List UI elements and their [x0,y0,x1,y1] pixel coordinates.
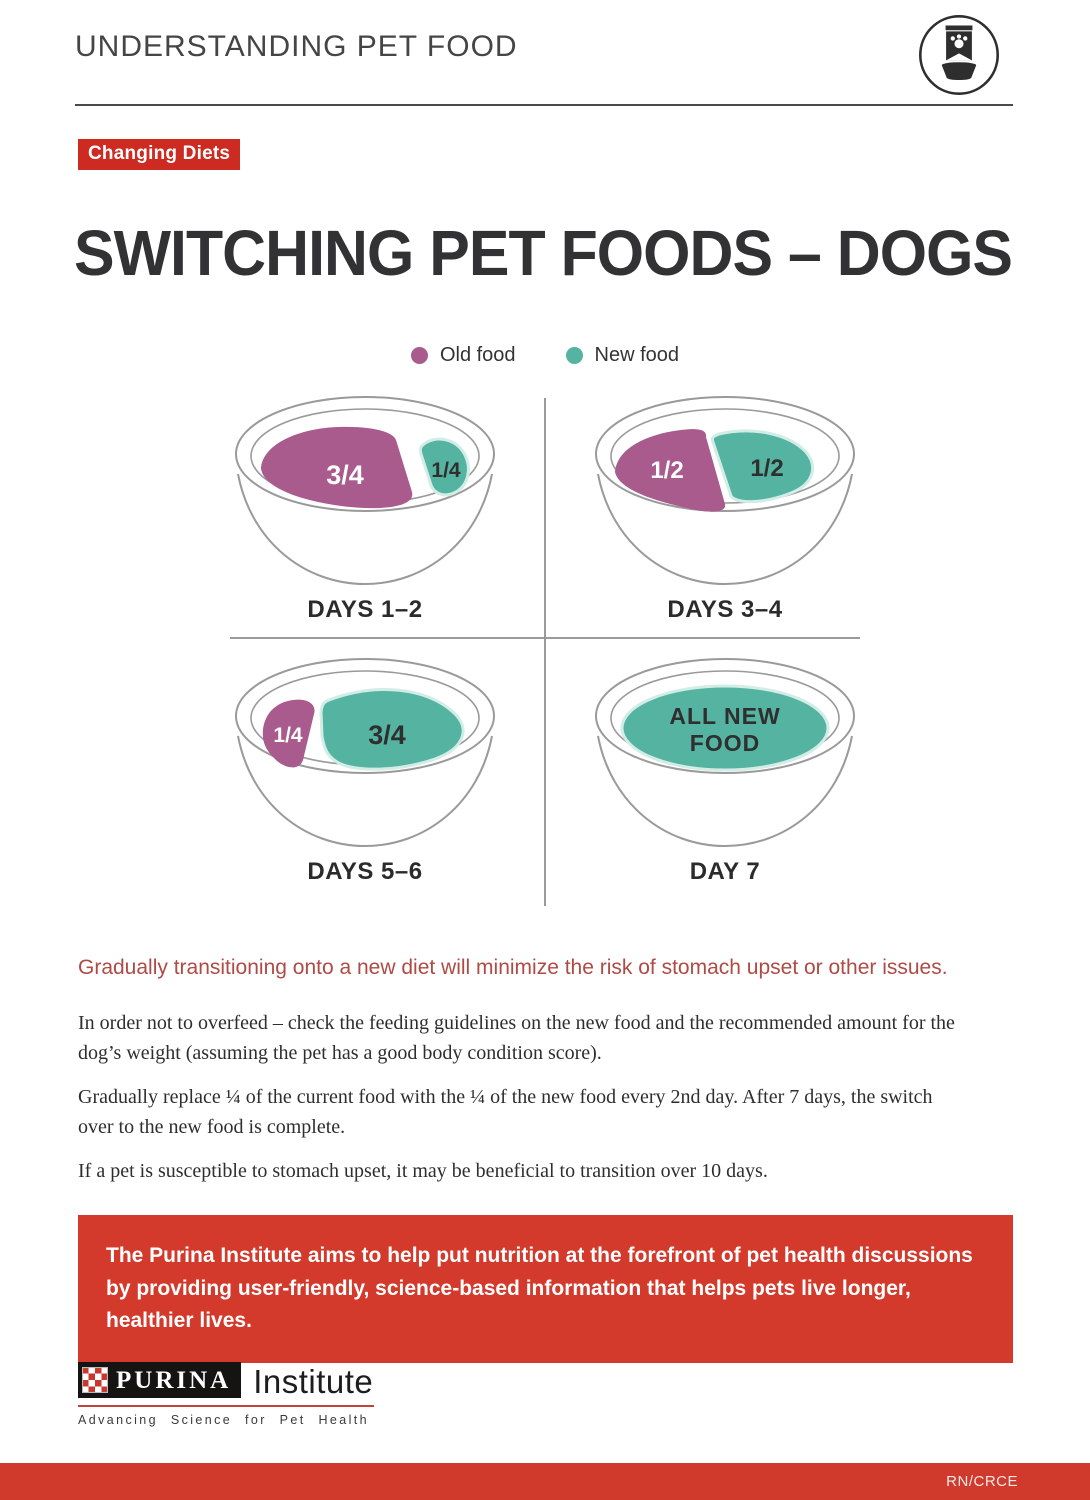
checkerboard-icon [82,1367,108,1393]
header-divider [75,104,1013,106]
page-title: SWITCHING PET FOODS – DOGS [74,217,1013,289]
legend-item-new-food: New food [565,344,680,367]
old-food-dot-icon [410,347,428,364]
new-food-portion [319,688,465,771]
logo-tagline: Advancing Science for Pet Health [78,1413,370,1427]
callout-banner: The Purina Institute aims to help put nu… [78,1215,1013,1363]
old-food-portion [262,699,315,768]
bowl-figure-days-5-6: 1/4 3/4 DAYS 5–6 [185,654,545,904]
footer-code: RN/CRCE [946,1473,1018,1490]
old-food-portion [261,426,413,509]
pet-food-bag-icon [919,15,999,95]
quadrant-divider-horizontal [230,637,860,639]
new-food-dot-icon [565,347,583,364]
bowl-figure-day-7: ALL NEW FOOD DAY 7 [545,654,905,904]
legend-label: Old food [439,344,516,366]
body-paragraph: In order not to overfeed – check the fee… [78,1012,955,1064]
bowl-diagram: 3/4 1/4 DAYS 1–2 1/2 1/2 DAYS 3–4 [185,392,905,917]
dog-bowl-illustration: 1/4 3/4 [235,658,495,848]
new-food-portion-label: 1/2 [750,455,783,482]
bowl-caption: DAYS 1–2 [307,596,423,623]
bowl-caption: DAY 7 [689,858,761,885]
quadrant-divider-vertical [544,398,546,906]
body-paragraph: If a pet is susceptible to stomach upset… [78,1160,768,1182]
bowl-figure-days-1-2: 3/4 1/4 DAYS 1–2 [185,392,545,642]
purina-wordmark: PURINA [116,1366,232,1394]
new-food-portion-label: 3/4 [368,720,406,750]
lead-statement: Gradually transitioning onto a new diet … [78,956,948,979]
footer-bar: RN/CRCE [0,1463,1090,1500]
dog-bowl-illustration: ALL NEW FOOD [595,658,855,848]
legend-label: New food [594,344,680,366]
purina-logo-box: PURINA [78,1362,242,1398]
legend-item-old-food: Old food [410,344,516,367]
bowl-figure-days-3-4: 1/2 1/2 DAYS 3–4 [545,392,905,642]
legend: Old food New food [0,344,1090,367]
old-food-portion-label: 3/4 [326,460,364,490]
old-food-portion-label: 1/2 [650,457,683,484]
purina-institute-logo: PURINA Institute Advancing Science for P… [78,1362,374,1427]
logo-underline [78,1405,374,1407]
old-food-portion-label: 1/4 [273,724,303,747]
new-food-portion-label: 1/4 [431,459,461,482]
institute-wordmark: Institute [253,1363,374,1400]
new-food-portion [710,429,815,504]
bowl-caption: DAYS 3–4 [667,596,783,623]
dog-bowl-illustration: 3/4 1/4 [235,396,495,586]
dog-bowl-illustration: 1/2 1/2 [595,396,855,586]
new-food-portion-label: FOOD [690,730,760,756]
new-food-portion-label: ALL NEW [669,703,780,729]
new-food-portion [620,684,830,772]
changing-diets-badge: Changing Diets [78,139,241,170]
body-paragraph: Gradually replace ¼ of the current food … [78,1086,933,1138]
new-food-portion [418,437,470,497]
header-title: UNDERSTANDING PET FOOD [75,30,518,63]
bowl-caption: DAYS 5–6 [307,858,423,885]
old-food-portion [615,429,726,512]
body-text: In order not to overfeed – check the fee… [78,1008,963,1200]
